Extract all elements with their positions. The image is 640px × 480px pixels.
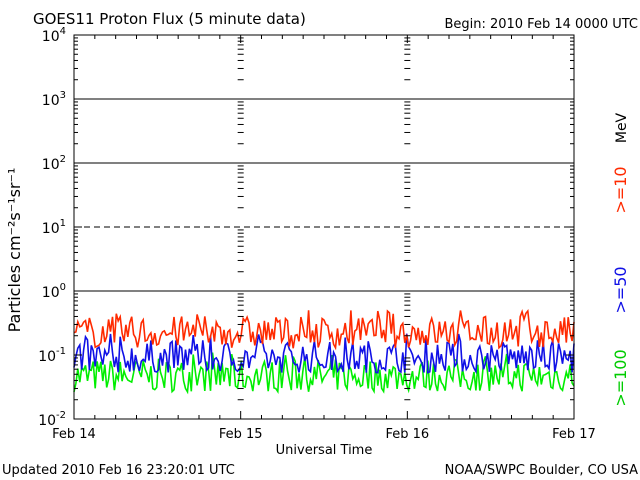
y-tick-label: 102 bbox=[42, 154, 66, 173]
series-layer bbox=[73, 308, 575, 395]
updated-time: Updated 2010 Feb 16 23:20:01 UTC bbox=[2, 463, 235, 478]
series-line-ge100 bbox=[73, 352, 575, 395]
x-tick-label: Feb 15 bbox=[219, 427, 263, 442]
y-tick-label: 10-2 bbox=[38, 410, 66, 429]
y-axis-label: Particles cm⁻²s⁻¹sr⁻¹ bbox=[5, 168, 24, 333]
x-tick-labels: Feb 14 Feb 15 Feb 16 Feb 17 bbox=[52, 427, 596, 442]
y-tick-labels: 10-2 10-1 100 101 102 103 104 bbox=[38, 26, 66, 429]
y-tick-label: 104 bbox=[42, 26, 66, 45]
x-tick-label: Feb 14 bbox=[52, 427, 96, 442]
y-tick-label: 103 bbox=[42, 90, 66, 109]
y-tick-label: 10-1 bbox=[38, 346, 66, 365]
y-tick-label: 101 bbox=[42, 218, 66, 237]
series-line-ge10 bbox=[73, 308, 575, 351]
source-credit: NOAA/SWPC Boulder, CO USA bbox=[445, 463, 638, 478]
y-tick-label: 100 bbox=[42, 282, 66, 301]
plot-frame bbox=[73, 34, 575, 420]
x-axis-label: Universal Time bbox=[276, 443, 373, 458]
x-tick-label: Feb 16 bbox=[385, 427, 429, 442]
unit-label: MeV bbox=[614, 112, 630, 143]
chart-title: GOES11 Proton Flux (5 minute data) bbox=[33, 10, 306, 28]
legend-ge50: >=50 bbox=[611, 266, 630, 313]
legend-ge100: >=100 bbox=[611, 349, 630, 406]
threshold-lines bbox=[74, 98, 574, 292]
begin-time: Begin: 2010 Feb 14 0000 UTC bbox=[444, 17, 638, 32]
legend-ge10: >=10 bbox=[611, 166, 630, 213]
series-line-ge50 bbox=[73, 333, 575, 375]
axis-ticks bbox=[73, 35, 575, 420]
x-tick-label: Feb 17 bbox=[552, 427, 596, 442]
